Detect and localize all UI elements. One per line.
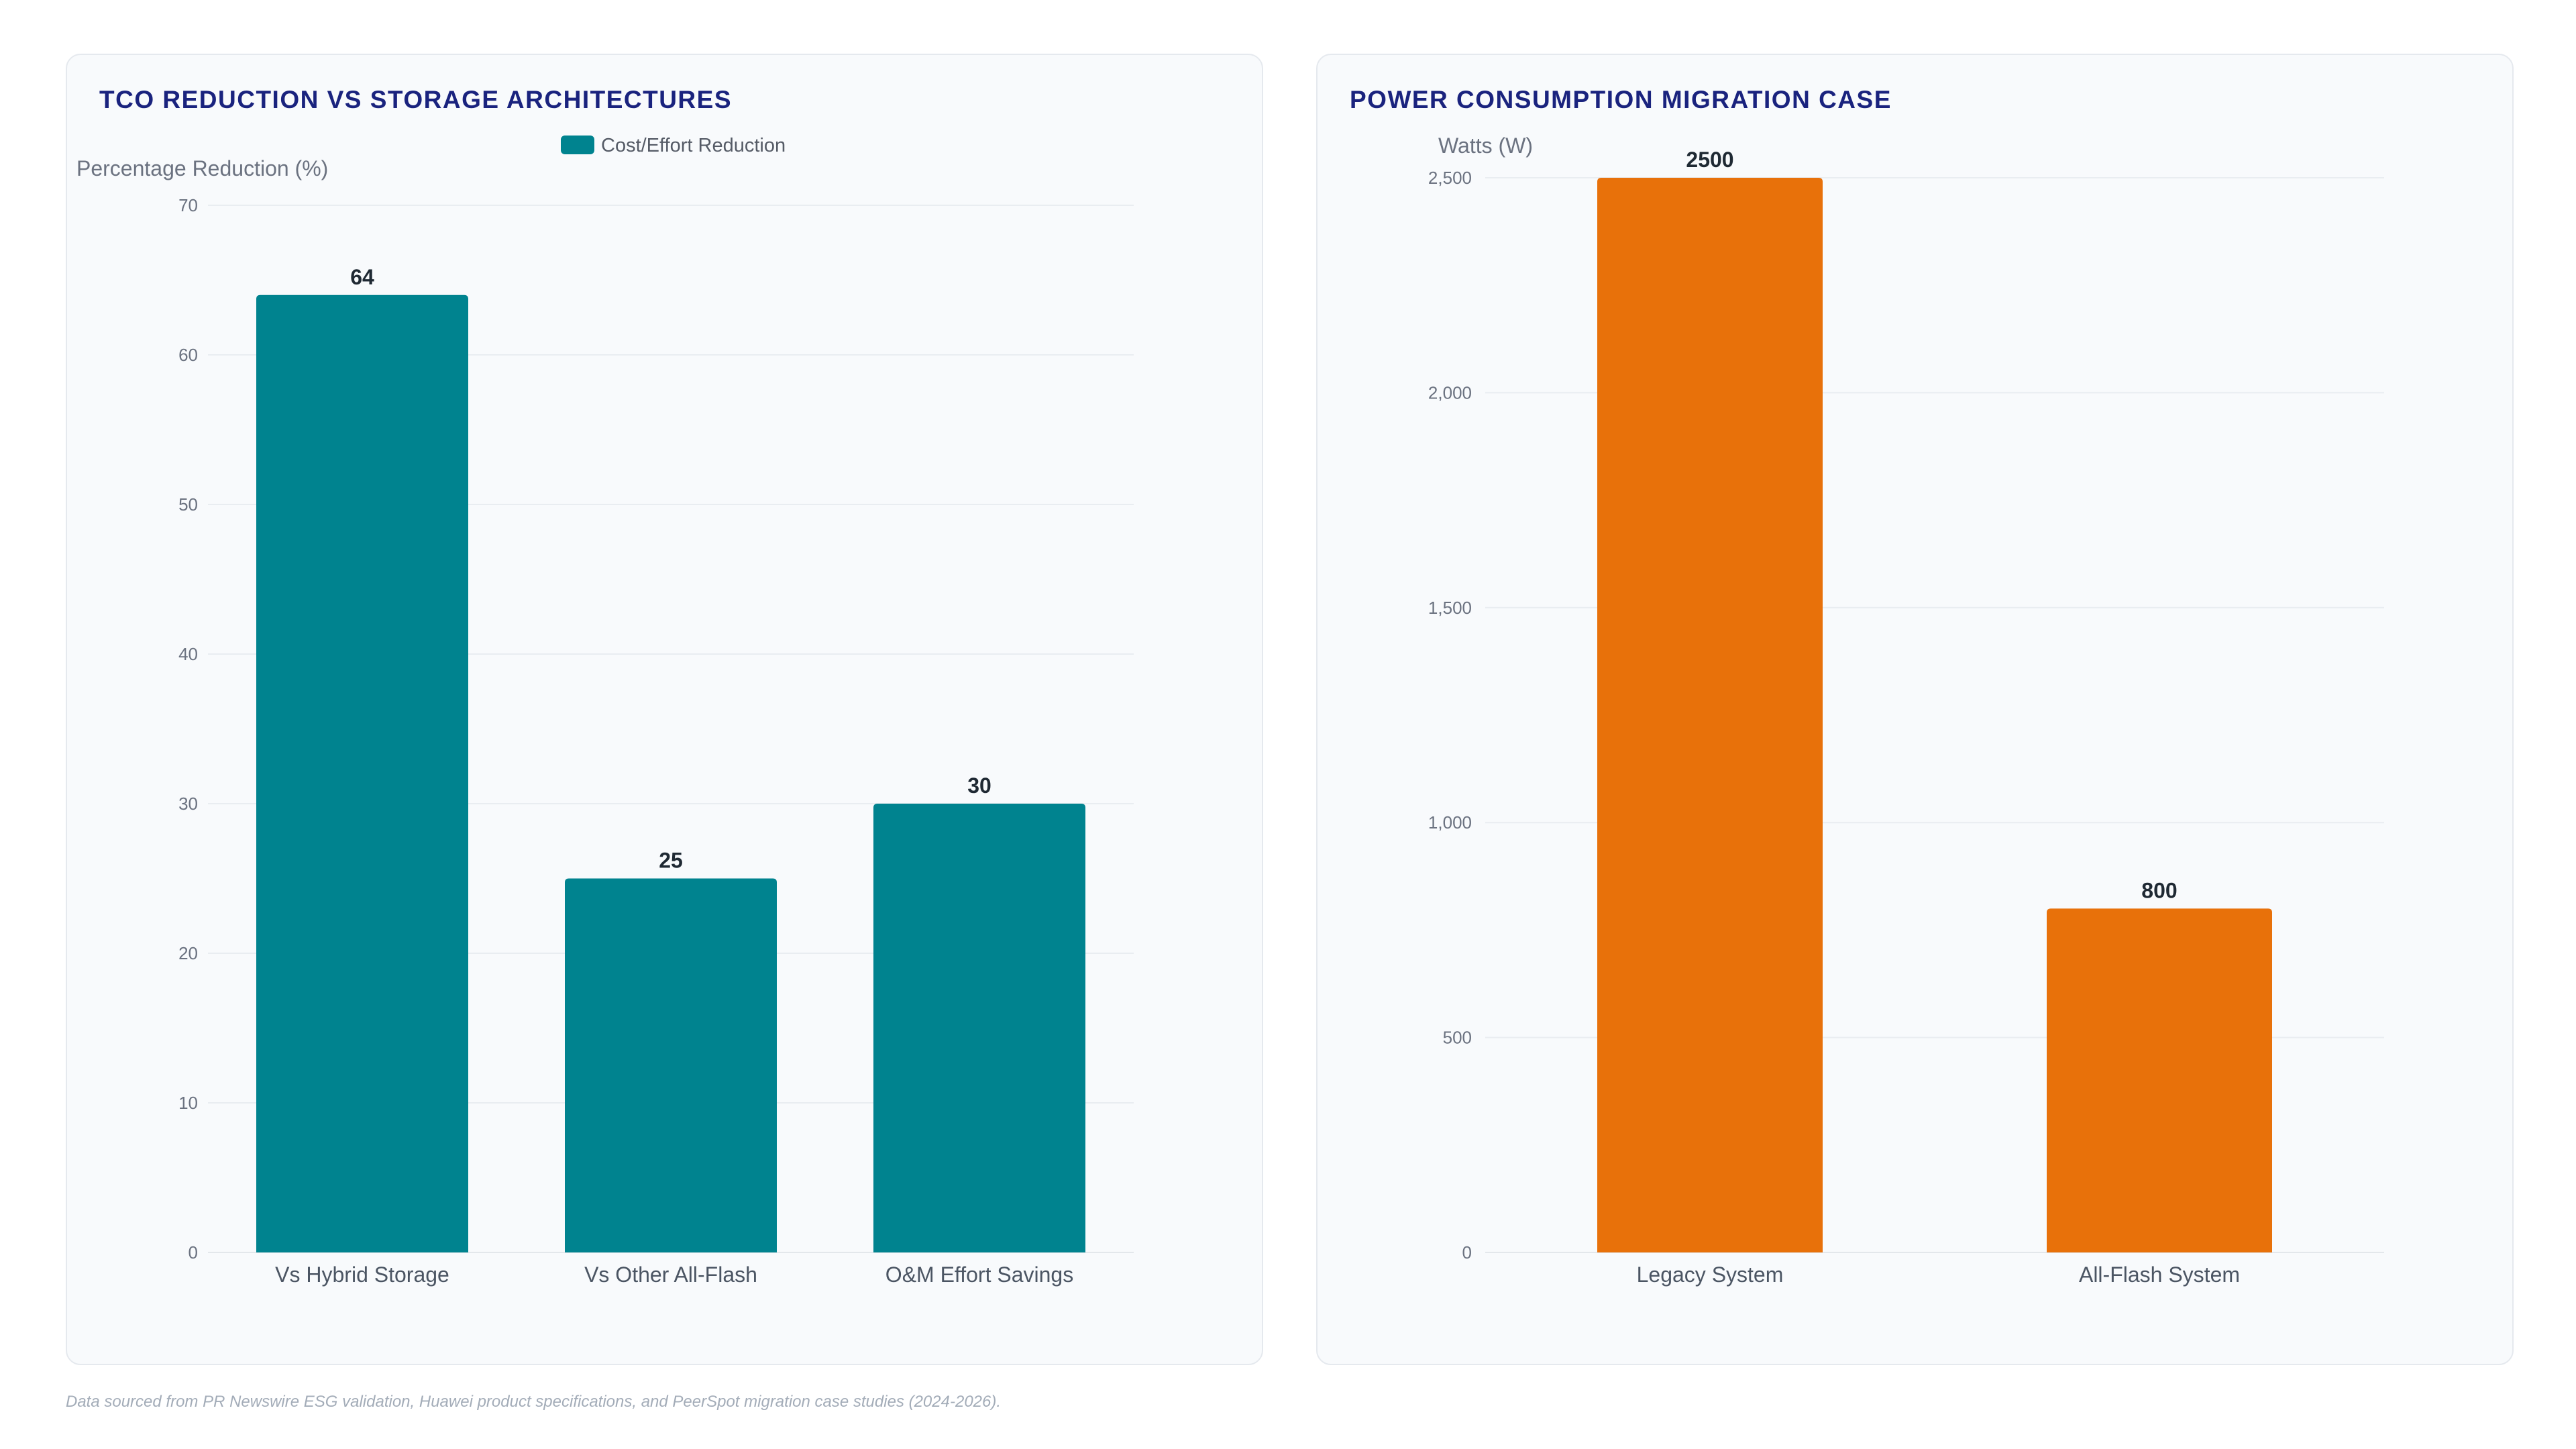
bar xyxy=(2047,908,2272,1252)
x-category-label: O&M Effort Savings xyxy=(885,1263,1073,1287)
x-category-label: Vs Hybrid Storage xyxy=(275,1263,449,1287)
y-tick-label: 0 xyxy=(189,1242,198,1263)
bar xyxy=(1597,178,1823,1252)
bar xyxy=(256,294,468,1252)
y-axis-label: Watts (W) xyxy=(1438,133,1533,158)
bar-value-label: 30 xyxy=(967,773,991,798)
bar-value-label: 64 xyxy=(350,265,374,289)
x-category-label: Vs Other All-Flash xyxy=(584,1263,757,1287)
tco-chart-title: TCO REDUCTION VS STORAGE ARCHITECTURES xyxy=(99,86,732,113)
y-axis-label: Percentage Reduction (%) xyxy=(76,156,328,180)
bar xyxy=(873,804,1085,1252)
y-tick-label: 1,500 xyxy=(1428,598,1472,618)
y-tick-label: 2,000 xyxy=(1428,382,1472,402)
x-category-label: All-Flash System xyxy=(2079,1263,2240,1287)
power-chart-svg: 0 500 1,000 1,500 2,000 2,500 Watts (W) 2500 Leg… xyxy=(1428,133,2384,1287)
tco-chart-panel: TCO REDUCTION VS STORAGE ARCHITECTURES 0… xyxy=(66,54,1263,1365)
y-tick-label: 500 xyxy=(1443,1028,1472,1048)
y-tick-label: 0 xyxy=(1462,1242,1472,1263)
y-tick-label: 10 xyxy=(178,1093,198,1113)
bar-value-label: 800 xyxy=(2141,878,2177,902)
power-chart-title: POWER CONSUMPTION MIGRATION CASE xyxy=(1350,86,1892,113)
bar-value-label: 2500 xyxy=(1686,148,1733,172)
source-footnote: Data sourced from PR Newswire ESG valida… xyxy=(66,1393,1002,1411)
y-tick-label: 50 xyxy=(178,494,198,515)
y-tick-label: 70 xyxy=(178,195,198,215)
y-tick-label: 20 xyxy=(178,943,198,963)
legend-swatch xyxy=(561,136,594,154)
x-category-label: Legacy System xyxy=(1637,1263,1784,1287)
power-chart-panel: POWER CONSUMPTION MIGRATION CASE 0 500 1,0… xyxy=(1316,54,2514,1365)
bar-value-label: 25 xyxy=(659,849,683,873)
y-tick-label: 60 xyxy=(178,345,198,365)
y-tick-label: 1,000 xyxy=(1428,812,1472,833)
legend-label: Cost/Effort Reduction xyxy=(601,135,786,156)
y-tick-label: 40 xyxy=(178,644,198,664)
bar xyxy=(565,878,777,1252)
y-tick-label: 2,500 xyxy=(1428,168,1472,188)
tco-chart-svg: 0 10 20 30 40 50 60 70 Percentage Reduction (%) C… xyxy=(76,135,1134,1287)
y-tick-label: 30 xyxy=(178,794,198,814)
